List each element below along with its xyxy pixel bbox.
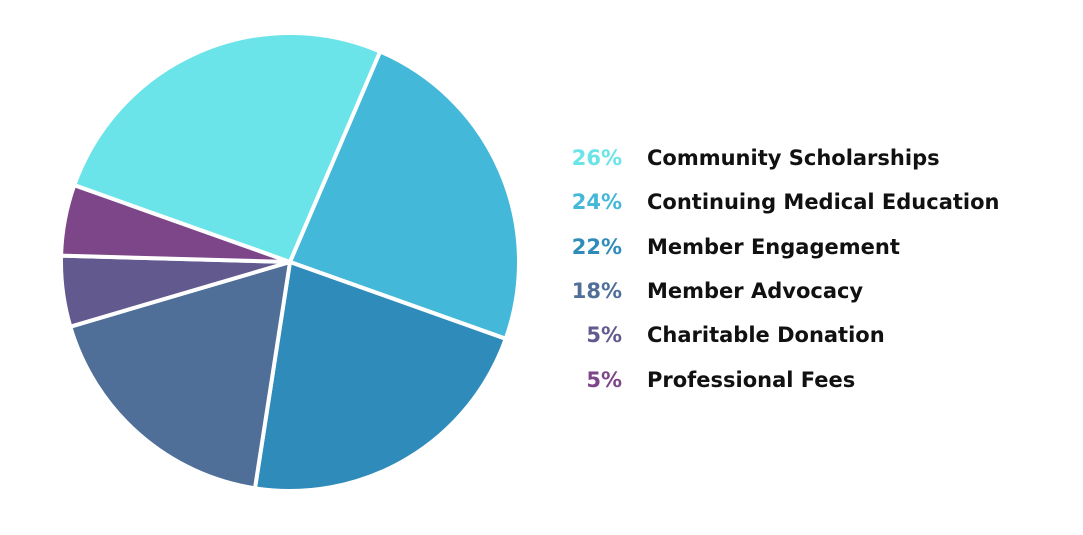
pie-slice-professional-fees (59, 183, 292, 264)
legend-label: Community Scholarships (647, 146, 940, 171)
pie-slice-member-engagement (252, 260, 508, 493)
legend-item: 26% Community Scholarships (560, 136, 999, 180)
legend-value: 5% (586, 367, 622, 392)
legend-item: 18% Member Advocacy (560, 269, 999, 313)
legend-value: 26% (571, 146, 622, 171)
legend-item: 24% Continuing Medical Education (560, 180, 1000, 224)
legend-value: 5% (586, 323, 622, 348)
legend-label: Member Engagement (647, 234, 900, 259)
legend-value: 22% (571, 234, 622, 259)
legend-label: Continuing Medical Education (647, 190, 1000, 215)
legend: 26% Community Scholarships 24% Continuing M… (560, 136, 1000, 402)
pie-slice-community-scholarships (72, 31, 383, 264)
pie-slice-member-advocacy (68, 260, 292, 491)
legend-item: 5% Charitable Donation (560, 313, 999, 357)
legend-value: 24% (571, 190, 622, 215)
legend-label: Charitable Donation (647, 323, 885, 348)
legend-value: 18% (571, 279, 622, 304)
legend-item: 5% Professional Fees (560, 357, 999, 401)
pie-slice-continuing-medical-education (288, 49, 521, 341)
legend-item: 22% Member Engagement (560, 225, 999, 269)
legend-label: Professional Fees (647, 367, 856, 392)
legend-label: Member Advocacy (647, 279, 864, 304)
